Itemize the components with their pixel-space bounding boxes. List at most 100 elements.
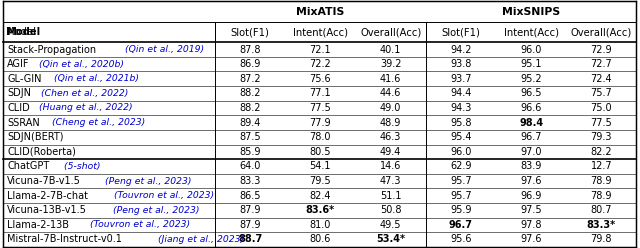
Text: 72.2: 72.2 <box>310 59 332 69</box>
Text: 53.4*: 53.4* <box>376 234 405 245</box>
Text: Model: Model <box>6 27 36 37</box>
Text: 98.4: 98.4 <box>519 118 543 127</box>
Text: MixSNIPS: MixSNIPS <box>502 7 560 17</box>
Text: (Peng et al., 2023): (Peng et al., 2023) <box>109 206 199 215</box>
Text: Vicuna-7B-v1.5: Vicuna-7B-v1.5 <box>7 176 81 186</box>
Text: 88.2: 88.2 <box>239 88 261 98</box>
Text: 96.0: 96.0 <box>450 147 472 157</box>
Text: 51.1: 51.1 <box>380 191 401 201</box>
Text: CLID: CLID <box>7 103 30 113</box>
Text: 79.3: 79.3 <box>591 132 612 142</box>
Text: Llama-2-13B: Llama-2-13B <box>7 220 69 230</box>
Text: 87.9: 87.9 <box>239 205 261 215</box>
Text: 83.9: 83.9 <box>520 161 542 171</box>
Text: SDJN: SDJN <box>7 88 31 98</box>
Text: 83.3: 83.3 <box>239 176 261 186</box>
Text: 88.2: 88.2 <box>239 103 261 113</box>
Text: 95.2: 95.2 <box>520 74 542 84</box>
Text: 41.6: 41.6 <box>380 74 401 84</box>
Text: 12.7: 12.7 <box>591 161 612 171</box>
Text: 40.1: 40.1 <box>380 45 401 55</box>
Text: 72.9: 72.9 <box>591 45 612 55</box>
Text: 77.9: 77.9 <box>310 118 332 127</box>
Text: 50.8: 50.8 <box>380 205 401 215</box>
Text: 87.9: 87.9 <box>239 220 261 230</box>
Text: 75.6: 75.6 <box>310 74 332 84</box>
Text: 77.5: 77.5 <box>310 103 332 113</box>
Text: 49.5: 49.5 <box>380 220 401 230</box>
Text: 97.0: 97.0 <box>520 147 542 157</box>
Text: (Peng et al., 2023): (Peng et al., 2023) <box>102 177 191 186</box>
Text: 86.5: 86.5 <box>239 191 261 201</box>
Text: (Chen et al., 2022): (Chen et al., 2022) <box>38 89 128 98</box>
Text: 83.6*: 83.6* <box>306 205 335 215</box>
Text: 47.3: 47.3 <box>380 176 401 186</box>
Text: 87.5: 87.5 <box>239 132 261 142</box>
Text: 64.0: 64.0 <box>239 161 261 171</box>
Text: 80.7: 80.7 <box>591 205 612 215</box>
Text: Slot(F1): Slot(F1) <box>442 27 480 37</box>
Text: 97.6: 97.6 <box>520 176 542 186</box>
Text: 14.6: 14.6 <box>380 161 401 171</box>
Text: 95.8: 95.8 <box>450 118 472 127</box>
Text: (Jiang et al., 2023): (Jiang et al., 2023) <box>155 235 244 244</box>
Text: (Touvron et al., 2023): (Touvron et al., 2023) <box>111 191 214 200</box>
Text: Mistral-7B-Instruct-v0.1: Mistral-7B-Instruct-v0.1 <box>7 234 122 245</box>
Text: 49.0: 49.0 <box>380 103 401 113</box>
Text: (Cheng et al., 2023): (Cheng et al., 2023) <box>49 118 145 127</box>
FancyBboxPatch shape <box>3 1 636 247</box>
Text: 44.6: 44.6 <box>380 88 401 98</box>
Text: 83.3*: 83.3* <box>587 220 616 230</box>
Text: (Qin et al., 2020b): (Qin et al., 2020b) <box>36 60 124 69</box>
Text: 48.9: 48.9 <box>380 118 401 127</box>
Text: Overall(Acc): Overall(Acc) <box>571 27 632 37</box>
Text: 79.5: 79.5 <box>310 176 332 186</box>
Text: 77.5: 77.5 <box>591 118 612 127</box>
Text: 82.4: 82.4 <box>310 191 331 201</box>
Text: 78.9: 78.9 <box>591 176 612 186</box>
Text: 94.2: 94.2 <box>450 45 472 55</box>
Text: 81.0: 81.0 <box>310 220 331 230</box>
Text: 96.7: 96.7 <box>449 220 473 230</box>
Text: 62.9: 62.9 <box>450 161 472 171</box>
Text: CLID(Roberta): CLID(Roberta) <box>7 147 76 157</box>
Text: Intent(Acc): Intent(Acc) <box>504 27 559 37</box>
Text: 96.7: 96.7 <box>520 132 542 142</box>
Text: 89.4: 89.4 <box>239 118 261 127</box>
Text: Overall(Acc): Overall(Acc) <box>360 27 421 37</box>
Text: 95.6: 95.6 <box>450 234 472 245</box>
Text: GL-GIN: GL-GIN <box>7 74 42 84</box>
Text: 49.4: 49.4 <box>380 147 401 157</box>
Text: 77.1: 77.1 <box>310 88 332 98</box>
Text: 96.5: 96.5 <box>520 88 542 98</box>
Text: 95.1: 95.1 <box>520 59 542 69</box>
Text: 94.4: 94.4 <box>450 88 472 98</box>
Text: SDJN(BERT): SDJN(BERT) <box>7 132 63 142</box>
Text: 39.2: 39.2 <box>380 59 401 69</box>
Text: SSRAN: SSRAN <box>7 118 40 127</box>
Text: 97.6: 97.6 <box>520 234 542 245</box>
Text: 75.0: 75.0 <box>591 103 612 113</box>
Text: 97.8: 97.8 <box>520 220 542 230</box>
Text: 95.4: 95.4 <box>450 132 472 142</box>
Text: 87.2: 87.2 <box>239 74 261 84</box>
Text: Intent(Acc): Intent(Acc) <box>293 27 348 37</box>
Text: 72.1: 72.1 <box>310 45 332 55</box>
Text: 72.4: 72.4 <box>591 74 612 84</box>
Text: 95.7: 95.7 <box>450 176 472 186</box>
Text: 85.9: 85.9 <box>239 147 261 157</box>
Text: MixATIS: MixATIS <box>296 7 344 17</box>
Text: Stack-Propagation: Stack-Propagation <box>7 45 96 55</box>
Text: 79.8: 79.8 <box>591 234 612 245</box>
Text: 80.5: 80.5 <box>310 147 331 157</box>
Text: 97.5: 97.5 <box>520 205 542 215</box>
Text: Slot(F1): Slot(F1) <box>231 27 269 37</box>
Text: (Huang et al., 2022): (Huang et al., 2022) <box>36 103 133 113</box>
Text: 78.9: 78.9 <box>591 191 612 201</box>
Text: AGIF: AGIF <box>7 59 29 69</box>
Text: 93.7: 93.7 <box>450 74 472 84</box>
Text: 94.3: 94.3 <box>450 103 472 113</box>
Text: 96.9: 96.9 <box>520 191 542 201</box>
Text: Model: Model <box>6 27 40 37</box>
Text: (5-shot): (5-shot) <box>61 162 101 171</box>
